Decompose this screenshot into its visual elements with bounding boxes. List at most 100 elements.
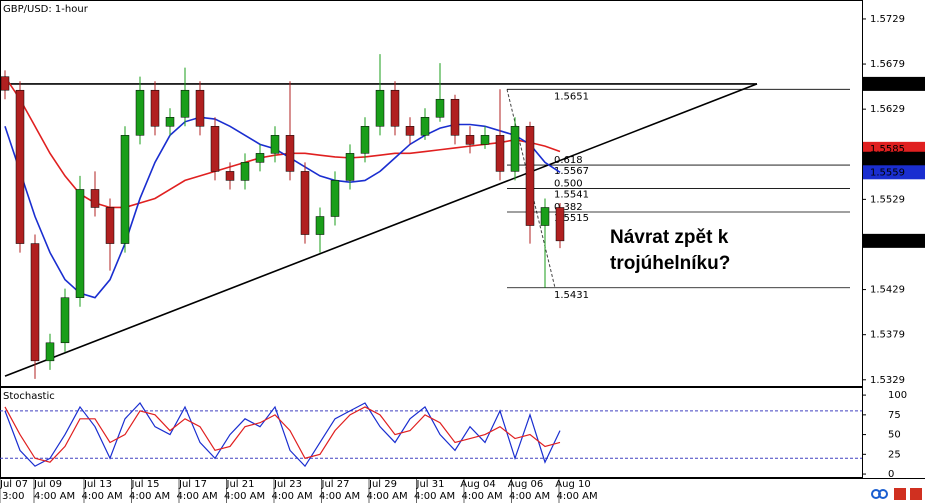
candle-body <box>540 207 550 226</box>
candle-body <box>60 297 70 344</box>
fib-price: 1.5567 <box>554 166 589 177</box>
x-time-label: 4:00 AM <box>177 491 218 502</box>
price-marker <box>863 233 925 248</box>
price-marker <box>863 76 925 91</box>
candle-body <box>180 89 190 118</box>
y-tick-label: 75 <box>888 410 901 421</box>
candle-body <box>525 126 535 226</box>
fib-price: 1.5515 <box>554 213 589 224</box>
support-line <box>4 83 758 377</box>
annotation: Návrat zpět k <box>610 227 729 248</box>
stochastic-line <box>4 406 561 463</box>
x-time-label: 4:00 AM <box>557 491 598 502</box>
stochastic-panel <box>0 387 863 478</box>
x-time-label: 4:00 AM <box>462 491 503 502</box>
x-time-label: 4:00 AM <box>509 491 550 502</box>
candle-body <box>120 135 130 244</box>
candle-body <box>90 189 100 208</box>
link-icon[interactable] <box>878 489 888 499</box>
y-tick-label: 0 <box>888 469 894 480</box>
candle-body <box>105 207 115 244</box>
x-tick-label: Jul 09 <box>33 479 62 490</box>
y-tick-label: 1.5429 <box>870 285 905 296</box>
candle-body <box>480 135 490 145</box>
candle-body <box>555 207 565 242</box>
x-tick-label: Jul 23 <box>273 479 302 490</box>
candle-body <box>210 126 220 172</box>
price-panel <box>0 0 863 387</box>
candle-body <box>150 89 160 127</box>
x-tick-label: Jul 13 <box>83 479 112 490</box>
candle-body <box>225 171 235 181</box>
candle-body <box>15 89 25 244</box>
candle-body <box>300 171 310 235</box>
candle-body <box>285 135 295 172</box>
toolbar[interactable] <box>871 488 922 500</box>
price-marker-label: 1.5657 <box>870 79 905 90</box>
candle-body <box>495 135 505 172</box>
candle-body <box>30 243 40 362</box>
candle-body <box>315 216 325 235</box>
y-tick-label: 1.5379 <box>870 330 905 341</box>
candle-body <box>270 135 280 154</box>
price-marker-label: 1.5483 <box>870 236 905 247</box>
x-tick-label: Jul 17 <box>178 479 207 490</box>
moving-average <box>4 116 561 299</box>
candle-body <box>465 135 475 145</box>
fib-price: 1.5431 <box>554 290 589 301</box>
x-time-label: 4:00 AM <box>82 491 123 502</box>
x-tick-label: Aug 04 <box>460 479 495 490</box>
y-tick-label: 1.5329 <box>870 375 905 386</box>
fib-ratio: 0.500 <box>554 179 583 190</box>
candle-body <box>195 89 205 127</box>
fib-ratio: 0.618 <box>554 155 583 166</box>
candle-body <box>330 180 340 217</box>
stochastic-line <box>4 402 561 468</box>
price-marker-label: 1.5559 <box>870 167 905 178</box>
x-tick-label: Jul 15 <box>131 479 160 490</box>
chart-title: GBP/USD: 1-hour <box>3 4 89 15</box>
x-time-label: 4:00 AM <box>129 491 170 502</box>
x-tick-label: Jul 29 <box>368 479 397 490</box>
y-tick-label: 1.5529 <box>870 194 905 205</box>
candle-body <box>420 117 430 136</box>
x-tick-label: Jul 27 <box>321 479 350 490</box>
price-marker-label: 1.5574 <box>870 154 905 165</box>
candle-body <box>0 76 10 91</box>
y-tick-label: 50 <box>888 430 901 441</box>
candle-body <box>75 189 85 298</box>
annotation: trojúhelníku? <box>610 253 730 274</box>
x-tick-label: Jul 31 <box>416 479 445 490</box>
candle-body <box>345 153 355 181</box>
x-time-label: 4:00 AM <box>272 491 313 502</box>
button[interactable] <box>910 488 922 500</box>
candle-body <box>45 342 55 362</box>
x-tick-label: Jul 07 <box>0 479 28 490</box>
candle-body <box>450 98 460 136</box>
x-time-label: 4:00 AM <box>224 491 265 502</box>
y-tick-label: 100 <box>888 390 907 401</box>
y-tick-label: 1.5729 <box>870 14 905 25</box>
fib-price: 1.5651 <box>554 91 589 102</box>
button[interactable] <box>894 488 906 500</box>
price-marker-label: 1.5585 <box>870 144 905 155</box>
candle-body <box>255 153 265 163</box>
x-time-label: 4:00 AM <box>414 491 455 502</box>
candle-body <box>405 126 415 136</box>
y-tick-label: 1.5679 <box>870 59 905 70</box>
stochastic-title: Stochastic <box>3 391 55 402</box>
candle-body <box>135 89 145 136</box>
candle-body <box>240 162 250 181</box>
candle-body <box>165 117 175 127</box>
candle-body <box>435 98 445 118</box>
x-tick-label: Aug 10 <box>555 479 590 490</box>
x-time-label: 4:00 AM <box>367 491 408 502</box>
candle-body <box>390 89 400 127</box>
y-tick-label: 25 <box>888 449 901 460</box>
x-tick-label: Jul 21 <box>226 479 255 490</box>
price-marker <box>863 151 925 166</box>
x-time-label: 3:00 <box>2 491 24 502</box>
fib-ratio: 0.382 <box>554 202 583 213</box>
